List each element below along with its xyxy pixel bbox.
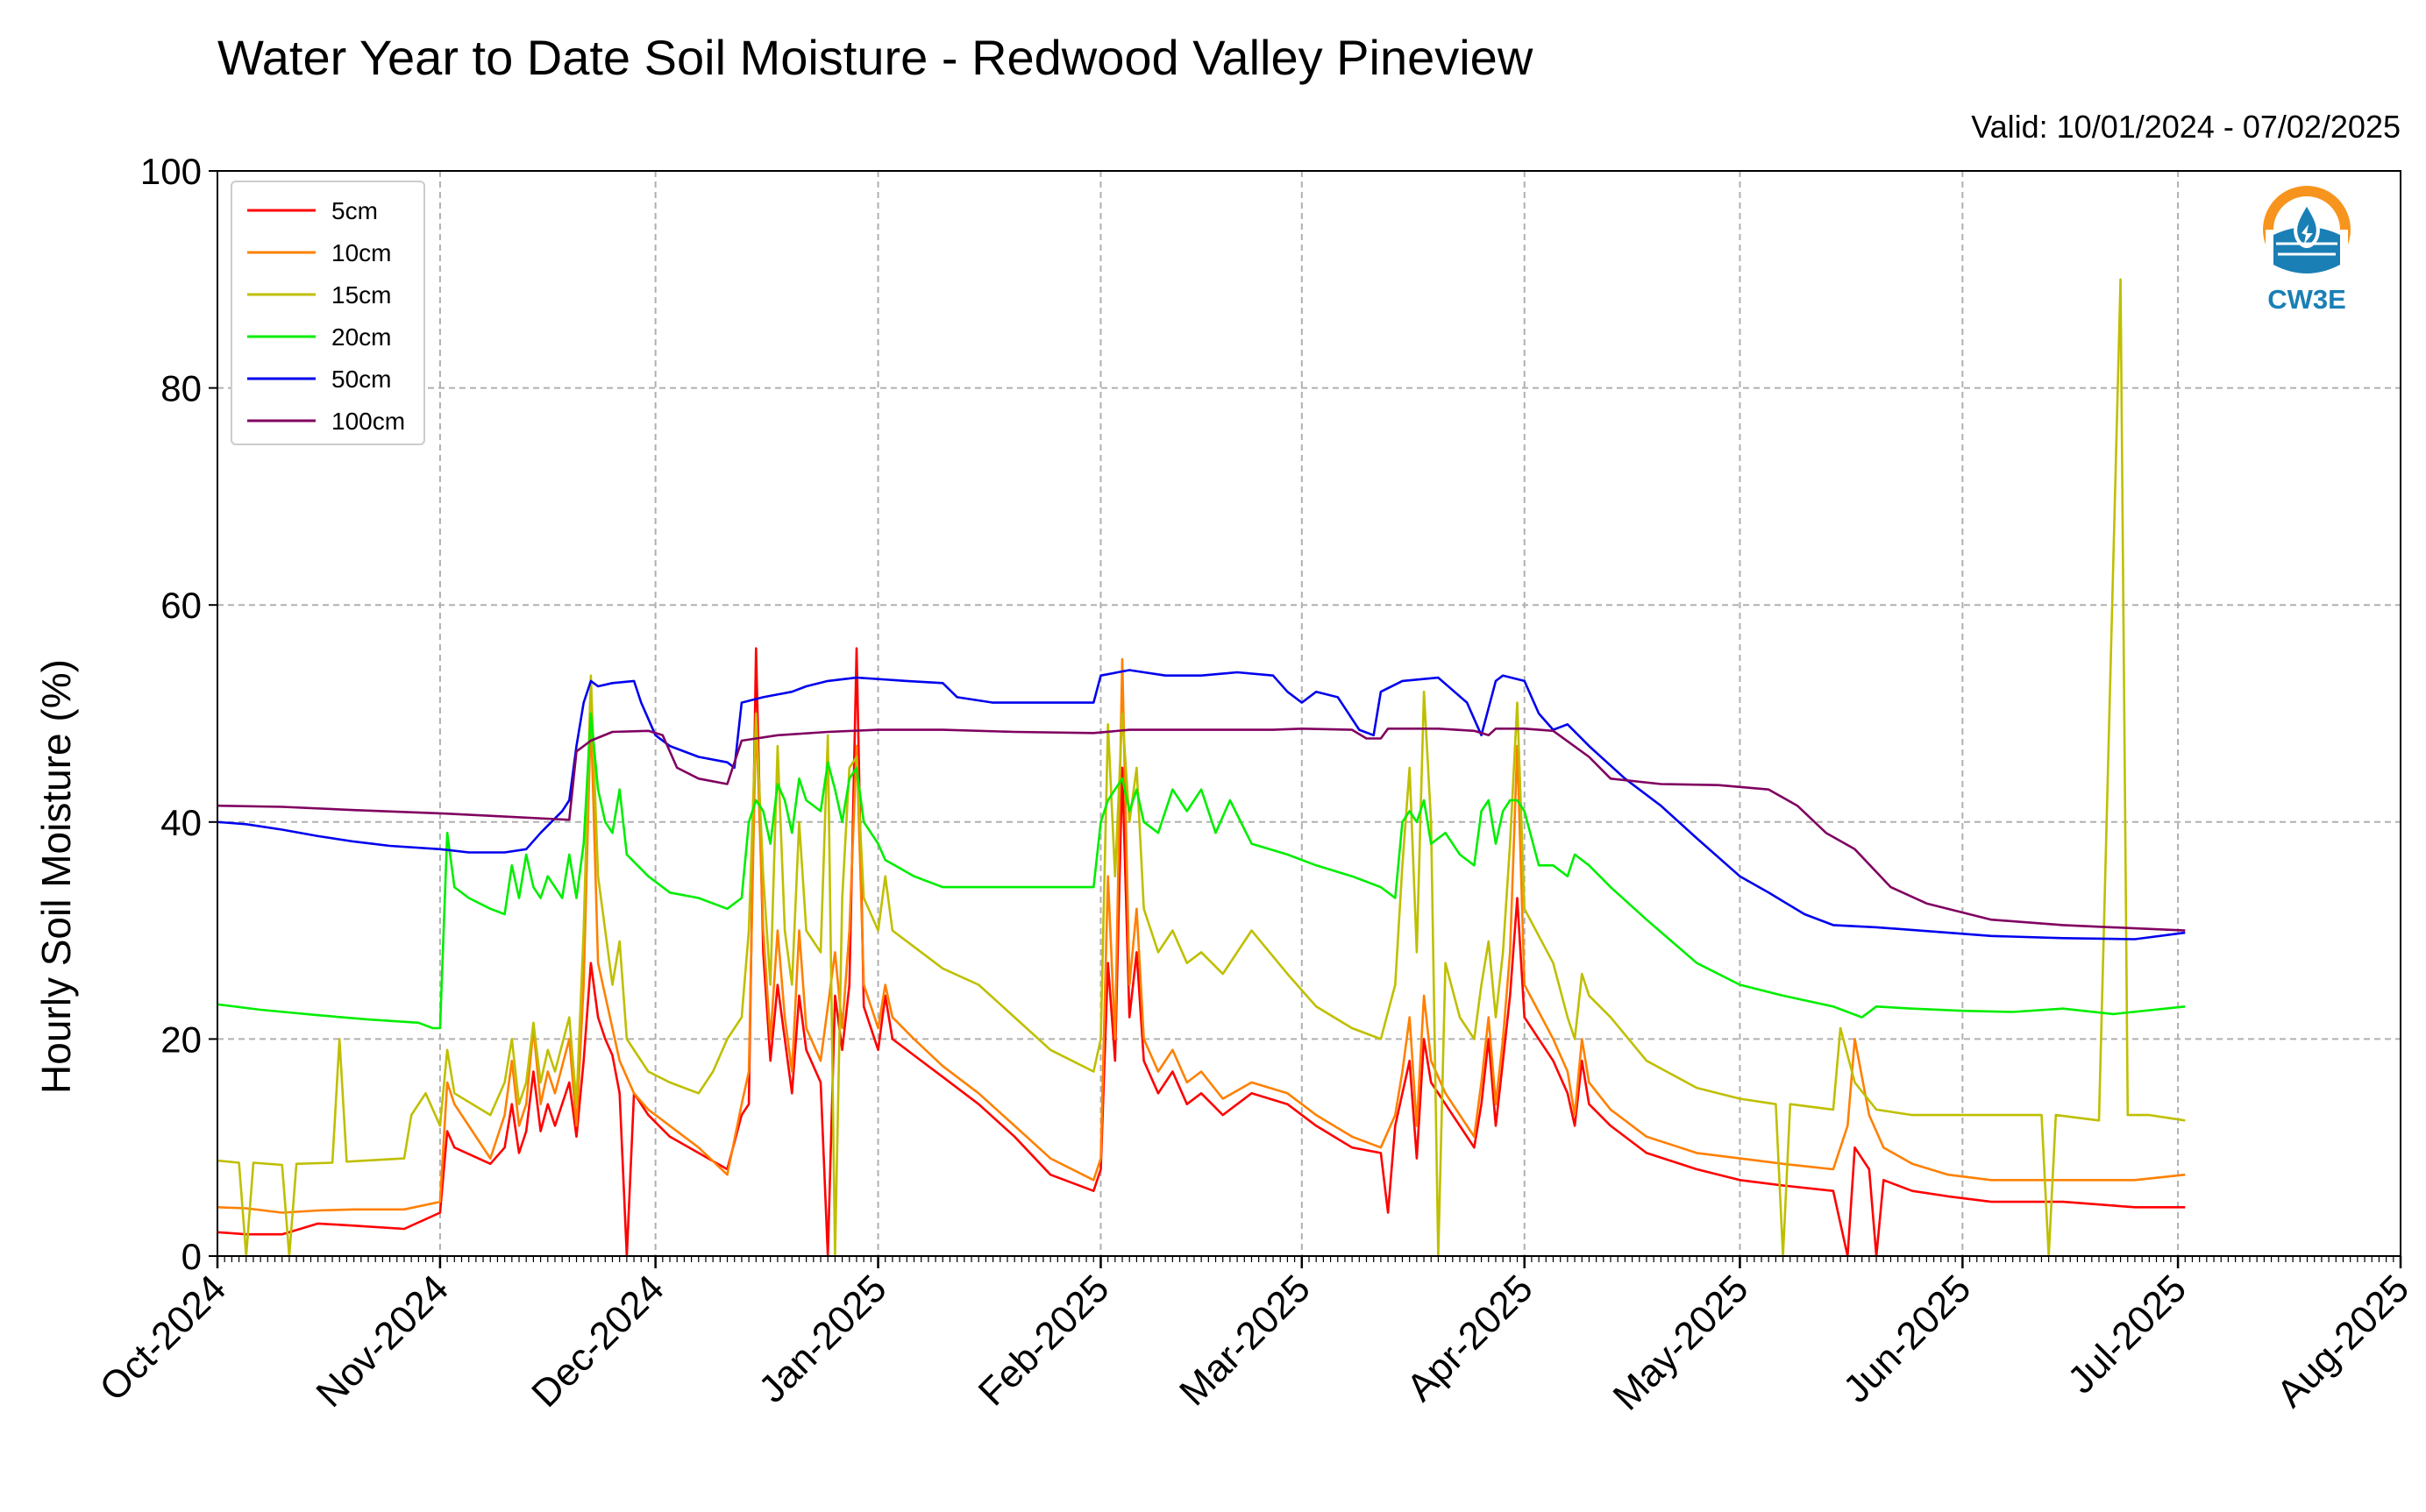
logo-drop-icon [2294, 200, 2320, 248]
x-tick-label: Oct-2024 [91, 1267, 234, 1409]
y-tick-label: 20 [160, 1019, 202, 1060]
y-tick-label: 40 [160, 802, 202, 843]
logo-water-icon [2273, 227, 2340, 273]
legend-box [231, 181, 425, 445]
x-tick-label: Nov-2024 [308, 1267, 457, 1416]
logo-bolt-icon [2301, 224, 2313, 244]
x-tick-label: Dec-2024 [523, 1267, 672, 1416]
series-line-20cm [217, 712, 2186, 1030]
legend-items: 5cm 10cm 15cm 20cm 50cm 100cm [247, 197, 405, 435]
x-tick-label: Apr-2025 [1398, 1267, 1541, 1409]
x-tick-label: Jul-2025 [2060, 1267, 2195, 1402]
data-series [217, 278, 2186, 1258]
chart-title: Water Year to Date Soil Moisture - Redwo… [217, 30, 1533, 85]
y-tick-label: 0 [181, 1236, 202, 1277]
y-tick-label: 100 [140, 151, 202, 192]
x-tick-label: Feb-2025 [971, 1267, 1118, 1414]
y-tick-label: 60 [160, 585, 202, 626]
legend-label-15cm: 15cm [331, 281, 391, 309]
legend-label-20cm: 20cm [331, 323, 391, 351]
chart-subtitle: Valid: 10/01/2024 - 07/02/2025 [1971, 109, 2401, 145]
x-tick-label: Jun-2025 [1835, 1267, 1979, 1410]
legend-label-10cm: 10cm [331, 239, 391, 266]
plot-frame [217, 170, 2401, 1257]
y-axis-label: Hourly Soil Moisture (%) [33, 659, 79, 1094]
y-tick-label: 80 [160, 368, 202, 409]
series-line-10cm [217, 657, 2186, 1214]
x-tick-label: Aug-2025 [2268, 1267, 2417, 1416]
series-line-15cm [217, 278, 2186, 1258]
grid-lines [217, 171, 2401, 1256]
legend-label-50cm: 50cm [331, 366, 391, 393]
series-line-100cm [217, 728, 2186, 932]
x-tick-label: May-2025 [1605, 1267, 1757, 1418]
series-line-50cm [217, 669, 2186, 941]
cw3e-logo: CW3E [2263, 186, 2351, 315]
legend: 5cm 10cm 15cm 20cm 50cm 100cm [231, 181, 425, 445]
x-tick-label: Jan-2025 [751, 1267, 894, 1410]
legend-label-100cm: 100cm [331, 408, 405, 435]
series-line-5cm [217, 647, 2186, 1258]
legend-label-5cm: 5cm [331, 197, 378, 224]
logo-wordmark: CW3E [2267, 284, 2346, 315]
x-tick-label: Mar-2025 [1171, 1267, 1319, 1414]
